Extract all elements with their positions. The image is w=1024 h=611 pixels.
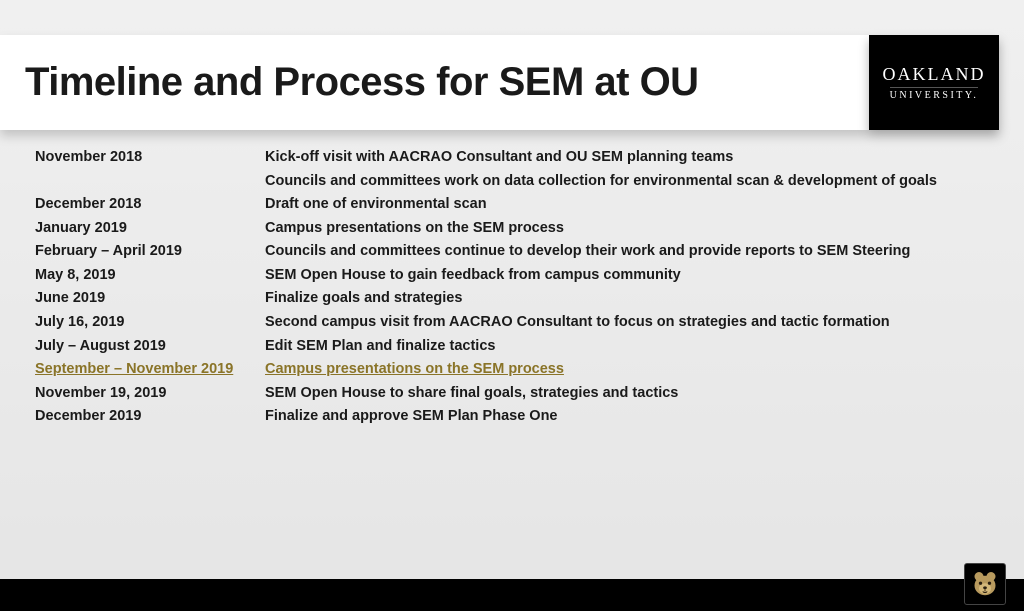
timeline-desc: Finalize goals and strategies [265,289,989,309]
timeline-row: September – November 2019Campus presenta… [35,360,989,380]
timeline-date: September – November 2019 [35,360,265,380]
mascot-badge [964,563,1006,605]
timeline-row: June 2019Finalize goals and strategies [35,289,989,309]
timeline-desc: Councils and committees continue to deve… [265,242,989,262]
timeline-desc: Kick-off visit with AACRAO Consultant an… [265,148,989,168]
timeline-row: May 8, 2019SEM Open House to gain feedba… [35,266,989,286]
timeline-row: January 2019Campus presentations on the … [35,219,989,239]
timeline-date: July – August 2019 [35,337,265,357]
timeline-row: November 19, 2019SEM Open House to share… [35,384,989,404]
timeline-date: December 2018 [35,195,265,215]
timeline-date: May 8, 2019 [35,266,265,286]
timeline-row: December 2018Draft one of environmental … [35,195,989,215]
timeline-row: Councils and committees work on data col… [35,172,989,192]
timeline-date: January 2019 [35,219,265,239]
timeline-desc: Edit SEM Plan and finalize tactics [265,337,989,357]
timeline-row: November 2018Kick-off visit with AACRAO … [35,148,989,168]
timeline-desc: SEM Open House to gain feedback from cam… [265,266,989,286]
timeline-desc: Finalize and approve SEM Plan Phase One [265,407,989,427]
timeline-date: February – April 2019 [35,242,265,262]
timeline-desc: Councils and committees work on data col… [265,172,989,192]
timeline-table: November 2018Kick-off visit with AACRAO … [35,148,989,427]
timeline-date: June 2019 [35,289,265,309]
timeline-row: July 16, 2019Second campus visit from AA… [35,313,989,333]
footer-bar [0,579,1024,611]
header: Timeline and Process for SEM at OU OAKLA… [0,35,1024,130]
timeline-date: November 2018 [35,148,265,168]
logo-main-text: OAKLAND [883,64,986,85]
title-bar: Timeline and Process for SEM at OU [0,35,869,130]
timeline-date: December 2019 [35,407,265,427]
timeline-desc: Draft one of environmental scan [265,195,989,215]
timeline-row: July – August 2019Edit SEM Plan and fina… [35,337,989,357]
timeline-desc: Campus presentations on the SEM process [265,360,989,380]
logo-sub-text: UNIVERSITY. [890,87,979,101]
bear-icon [970,569,1000,599]
timeline-row: December 2019Finalize and approve SEM Pl… [35,407,989,427]
page-title: Timeline and Process for SEM at OU [25,60,699,105]
timeline-row: February – April 2019Councils and commit… [35,242,989,262]
timeline-desc: Second campus visit from AACRAO Consulta… [265,313,989,333]
timeline-date: July 16, 2019 [35,313,265,333]
timeline-desc: SEM Open House to share final goals, str… [265,384,989,404]
timeline-date: November 19, 2019 [35,384,265,404]
university-logo: OAKLAND UNIVERSITY. [869,35,999,130]
timeline-date [35,172,265,192]
timeline-desc: Campus presentations on the SEM process [265,219,989,239]
